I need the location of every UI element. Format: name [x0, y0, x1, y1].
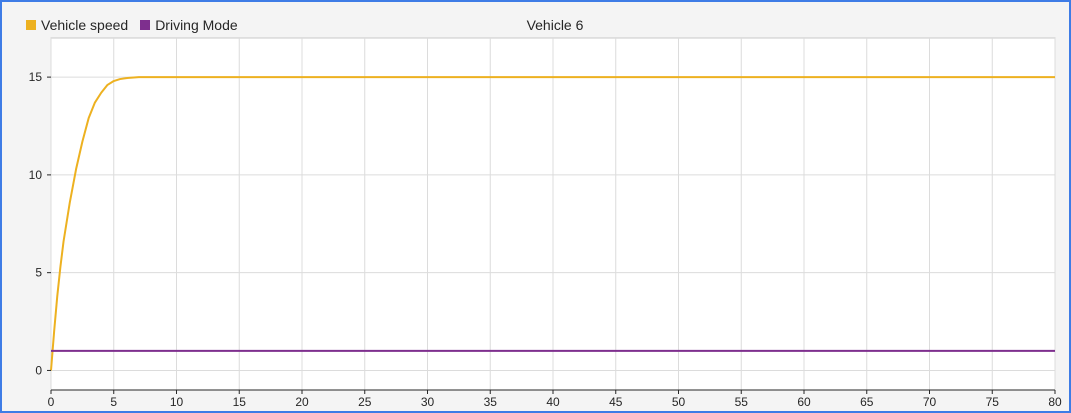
series-line-vehicle-speed[interactable] — [50, 76, 1055, 371]
legend-label-vehicle-speed: Vehicle speed — [41, 17, 129, 33]
x-tick-label: 10 — [170, 395, 184, 409]
x-tick-label: 50 — [672, 395, 686, 409]
grid-lines — [50, 38, 1056, 390]
y-tick-label: 10 — [29, 168, 43, 182]
y-axis: 0 5 10 15 — [29, 70, 51, 377]
x-tick-label: 60 — [797, 395, 811, 409]
x-tick-label: 5 — [110, 395, 117, 409]
x-tick-label: 55 — [735, 395, 749, 409]
legend: Vehicle speed Driving Mode — [26, 15, 250, 35]
vehicle-speed-swatch-icon — [26, 20, 36, 30]
legend-item-vehicle-speed[interactable]: Vehicle speed — [26, 17, 128, 33]
series-layer — [50, 76, 1055, 371]
x-tick-label: 40 — [546, 395, 560, 409]
chart-title: Vehicle 6 — [526, 17, 584, 33]
legend-label-driving-mode: Driving Mode — [155, 17, 238, 33]
x-tick-label: 45 — [609, 395, 623, 409]
x-tick-label: 75 — [986, 395, 1000, 409]
x-tick-label: 0 — [48, 395, 55, 409]
x-axis: 0 5 10 15 20 25 30 35 40 45 50 55 60 65 70 75 80 — [48, 389, 1062, 409]
x-tick-label: 65 — [860, 395, 874, 409]
x-tick-label: 15 — [233, 395, 247, 409]
x-tick-label: 70 — [923, 395, 937, 409]
y-tick-label: 5 — [35, 266, 42, 280]
x-tick-label: 25 — [358, 395, 372, 409]
x-tick-label: 80 — [1048, 395, 1062, 409]
x-tick-label: 20 — [295, 395, 309, 409]
x-tick-label: 35 — [484, 395, 498, 409]
legend-item-driving-mode[interactable]: Driving Mode — [140, 17, 238, 33]
driving-mode-swatch-icon — [140, 20, 151, 30]
y-tick-label: 0 — [35, 363, 42, 377]
x-tick-label: 30 — [421, 395, 435, 409]
y-tick-label: 15 — [29, 70, 43, 84]
